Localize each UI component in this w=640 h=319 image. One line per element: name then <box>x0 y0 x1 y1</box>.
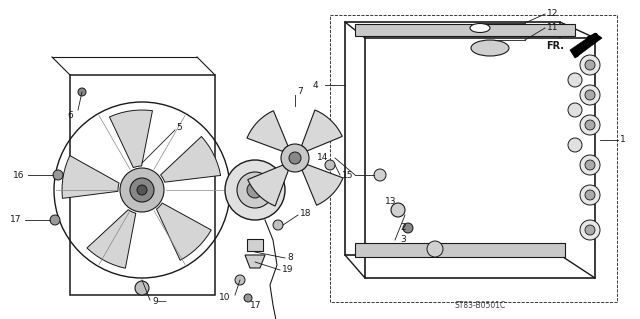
Text: 19: 19 <box>282 265 294 275</box>
Polygon shape <box>161 137 221 182</box>
Circle shape <box>580 55 600 75</box>
Polygon shape <box>247 111 288 152</box>
Circle shape <box>289 152 301 164</box>
Circle shape <box>50 215 60 225</box>
Ellipse shape <box>471 40 509 56</box>
Polygon shape <box>87 210 136 268</box>
Text: 17: 17 <box>10 216 21 225</box>
Polygon shape <box>301 110 342 151</box>
Text: 8: 8 <box>287 254 292 263</box>
Text: 4: 4 <box>312 80 318 90</box>
Circle shape <box>120 168 164 212</box>
Circle shape <box>273 220 283 230</box>
Circle shape <box>137 185 147 195</box>
Circle shape <box>130 178 154 202</box>
Text: 10: 10 <box>218 293 230 302</box>
Circle shape <box>568 138 582 152</box>
Text: 6: 6 <box>67 110 73 120</box>
Polygon shape <box>365 38 595 278</box>
Polygon shape <box>62 156 119 198</box>
Circle shape <box>244 294 252 302</box>
Text: ST83-B0501C: ST83-B0501C <box>454 301 506 310</box>
Text: 14: 14 <box>317 153 328 162</box>
Circle shape <box>374 169 386 181</box>
Circle shape <box>580 220 600 240</box>
Circle shape <box>403 223 413 233</box>
Circle shape <box>585 90 595 100</box>
Circle shape <box>585 190 595 200</box>
Polygon shape <box>302 165 343 205</box>
Text: 9—: 9— <box>152 298 167 307</box>
Ellipse shape <box>470 24 490 33</box>
Circle shape <box>325 160 335 170</box>
Text: 2: 2 <box>400 224 406 233</box>
Circle shape <box>53 170 63 180</box>
Polygon shape <box>247 239 263 251</box>
Circle shape <box>427 241 443 257</box>
Text: FR.: FR. <box>546 41 564 51</box>
Polygon shape <box>355 243 565 257</box>
Circle shape <box>580 115 600 135</box>
Polygon shape <box>109 110 152 167</box>
Text: 7: 7 <box>297 87 303 97</box>
Circle shape <box>585 225 595 235</box>
Polygon shape <box>245 255 265 268</box>
Circle shape <box>580 85 600 105</box>
Circle shape <box>247 182 263 198</box>
Text: 18: 18 <box>300 209 312 218</box>
Circle shape <box>568 73 582 87</box>
Polygon shape <box>70 75 215 295</box>
Circle shape <box>78 88 86 96</box>
Circle shape <box>281 144 309 172</box>
Circle shape <box>585 60 595 70</box>
Circle shape <box>235 275 245 285</box>
Circle shape <box>585 160 595 170</box>
Text: 16: 16 <box>13 170 24 180</box>
Text: 1: 1 <box>620 136 626 145</box>
Polygon shape <box>248 165 289 206</box>
Circle shape <box>135 281 149 295</box>
Circle shape <box>237 172 273 208</box>
Circle shape <box>391 203 405 217</box>
Text: 5: 5 <box>176 123 182 132</box>
Polygon shape <box>345 22 560 255</box>
Circle shape <box>580 155 600 175</box>
Circle shape <box>568 103 582 117</box>
Circle shape <box>585 120 595 130</box>
Text: 15: 15 <box>342 170 353 180</box>
Polygon shape <box>156 203 211 260</box>
Text: 11: 11 <box>547 23 559 32</box>
Polygon shape <box>570 33 602 58</box>
Text: 3: 3 <box>400 235 406 244</box>
Text: 12: 12 <box>547 9 558 18</box>
Polygon shape <box>355 24 575 36</box>
Text: 13: 13 <box>385 197 397 206</box>
Text: 17: 17 <box>250 301 262 310</box>
Circle shape <box>580 185 600 205</box>
Circle shape <box>225 160 285 220</box>
